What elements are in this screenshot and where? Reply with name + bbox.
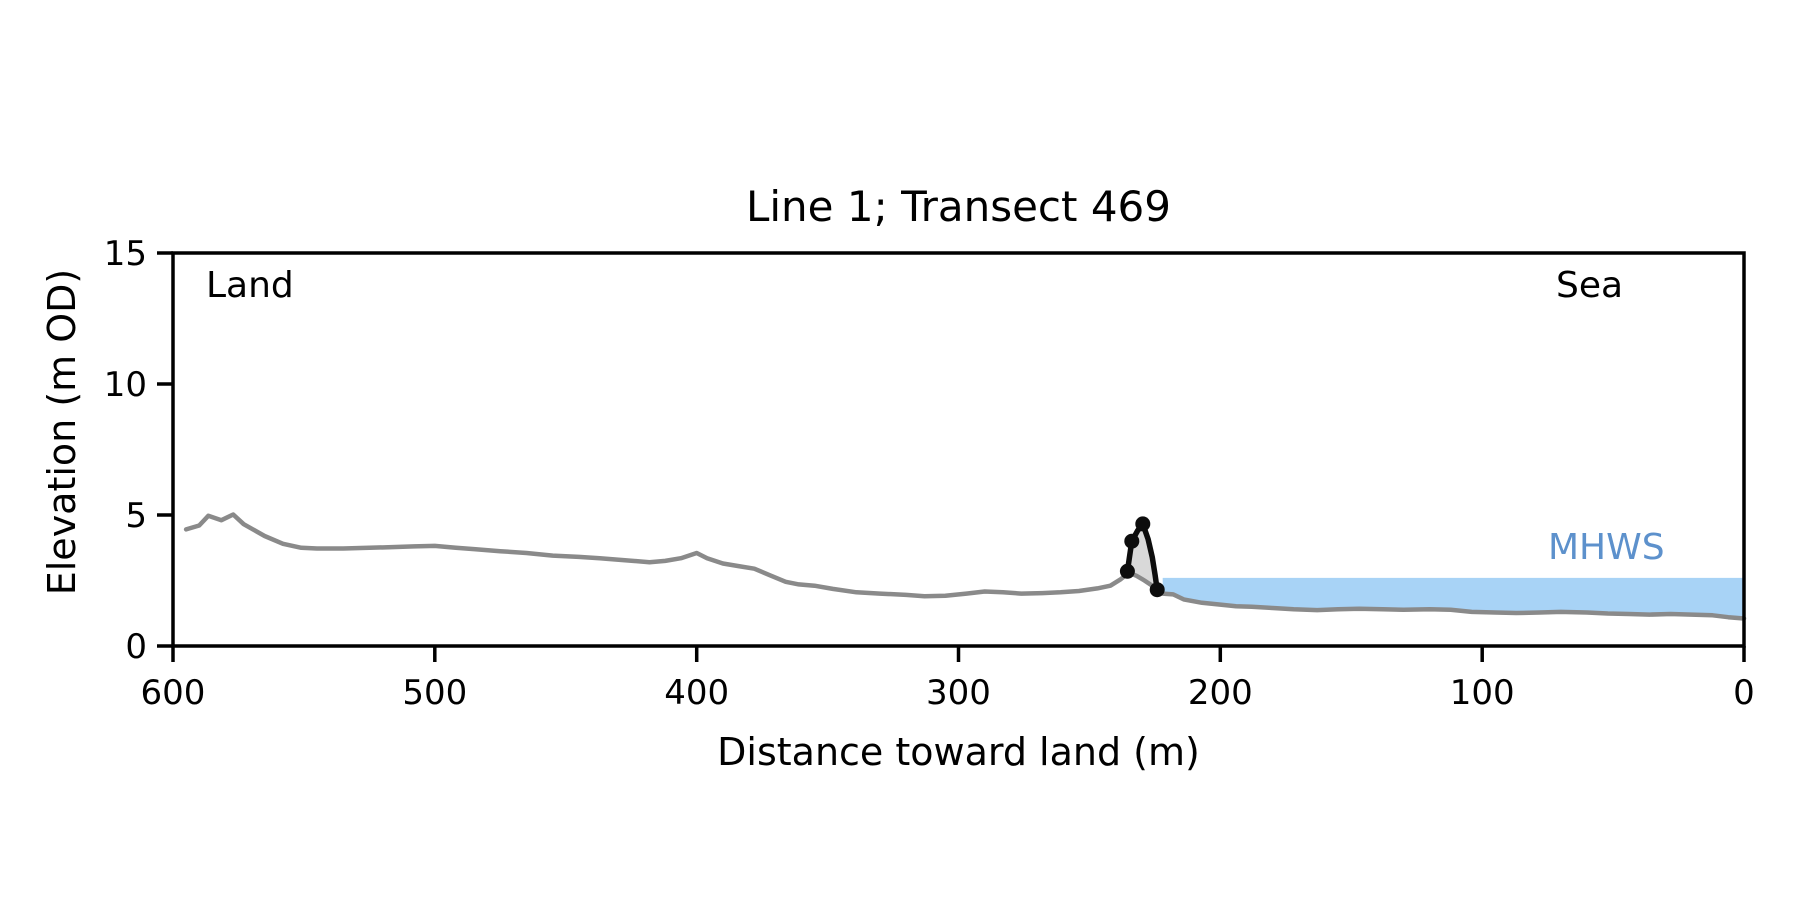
x-tick-label: 200 [1188, 673, 1253, 713]
y-axis-label: Elevation (m OD) [40, 268, 84, 596]
y-tick-label: 10 [104, 365, 147, 405]
dune-point-marker [1119, 563, 1135, 579]
sea-annotation: Sea [1556, 265, 1624, 306]
dune-point-marker [1124, 533, 1140, 549]
x-tick-label: 0 [1733, 673, 1755, 713]
y-tick-label: 0 [125, 627, 147, 667]
mhws-annotation: MHWS [1548, 527, 1665, 568]
marker-layer [1119, 516, 1165, 598]
x-axis-label: Distance toward land (m) [717, 730, 1200, 774]
axes-layer [157, 251, 1746, 662]
tick-label-layer: 600 500 400 300 200 100 0 0 5 10 15 [104, 234, 1755, 713]
terrain-profile-line [183, 512, 1747, 621]
y-tick-label: 15 [104, 234, 147, 274]
x-tick-label: 400 [664, 673, 729, 713]
dune-point-marker [1149, 582, 1165, 598]
x-tick-label: 600 [141, 673, 206, 713]
land-annotation: Land [206, 265, 294, 306]
x-tick-label: 300 [926, 673, 991, 713]
x-tick-label: 500 [402, 673, 467, 713]
y-tick-label: 5 [125, 496, 147, 536]
chart-title: Line 1; Transect 469 [745, 182, 1171, 231]
x-tick-label: 100 [1450, 673, 1515, 713]
dune-point-marker [1135, 516, 1151, 532]
